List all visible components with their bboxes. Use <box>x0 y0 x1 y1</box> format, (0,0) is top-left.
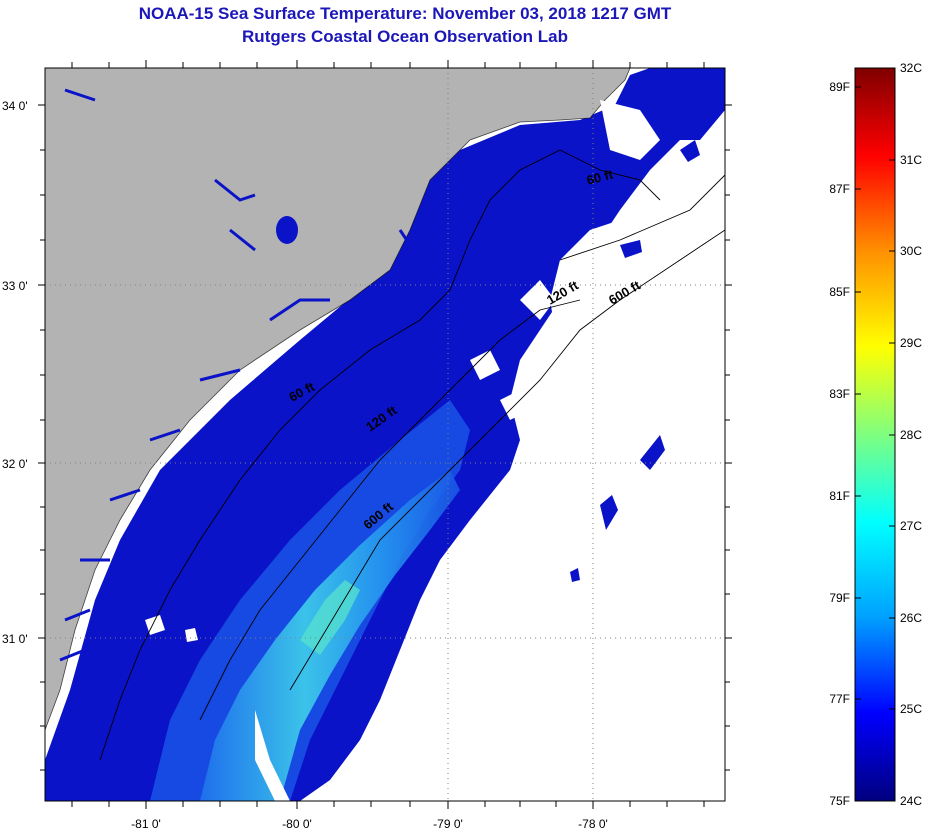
lat-label-31: 31 0' <box>2 632 28 646</box>
scattered-water-patches <box>570 80 720 582</box>
right-ticks <box>725 104 732 771</box>
land-mass <box>45 68 630 730</box>
lon-label-78: -78 0' <box>578 817 608 831</box>
contour-label: 60 ft <box>585 166 615 188</box>
inland-river <box>64 88 256 202</box>
contour-600ft <box>289 229 725 691</box>
bathymetry-contours <box>99 149 725 761</box>
lon-label-80: -80 0' <box>282 817 312 831</box>
lat-label-33: 33 0' <box>2 279 28 293</box>
contour-120ft <box>199 299 581 721</box>
lon-label-81: -81 0' <box>131 817 161 831</box>
map-frame <box>44 67 726 802</box>
map-subtitle: Rutgers Coastal Ocean Observation Lab <box>242 27 568 46</box>
contour-60ft <box>99 149 661 761</box>
bottom-ticks <box>71 801 705 809</box>
top-ticks <box>71 60 705 68</box>
lat-label-34: 34 0' <box>2 99 28 113</box>
graticule <box>45 68 725 801</box>
lat-label-32: 32 0' <box>2 457 28 471</box>
inland-lake <box>276 216 298 244</box>
lon-label-79: -79 0' <box>433 817 463 831</box>
ocean-water <box>45 68 725 801</box>
inland-waterway <box>59 228 412 662</box>
contour-shelf-edge <box>559 174 725 261</box>
left-ticks <box>38 104 45 771</box>
map-title: NOAA-15 Sea Surface Temperature: Novembe… <box>138 4 672 23</box>
